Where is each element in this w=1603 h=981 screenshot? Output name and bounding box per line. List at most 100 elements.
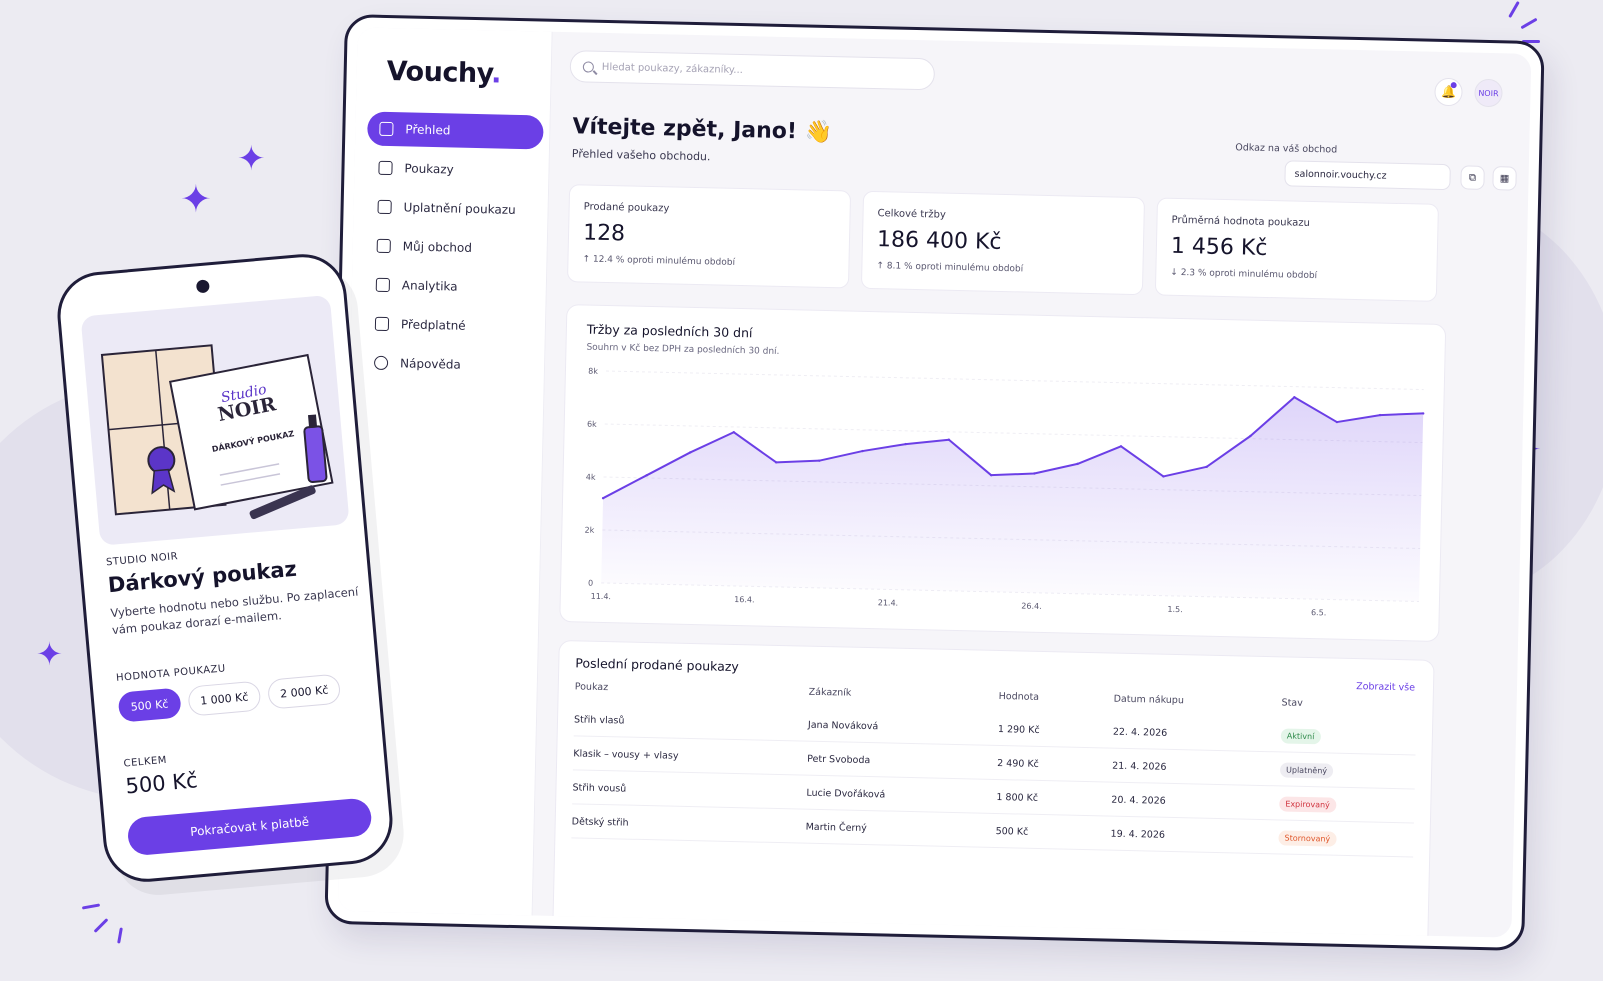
revenue-point	[1249, 434, 1252, 438]
date-cell: 19. 4. 2026	[1110, 828, 1166, 841]
brand-label: STUDIO NOIR	[105, 551, 179, 569]
qr-button[interactable]: ▦	[1492, 166, 1517, 191]
column-header: Stav	[1281, 697, 1303, 709]
voucher-name-cell: Střih vlasů	[573, 713, 625, 727]
date-cell: 22. 4. 2026	[1112, 726, 1168, 739]
y-tick-label: 0	[588, 579, 593, 588]
column-header: Datum nákupu	[1113, 693, 1185, 707]
y-tick-label: 8k	[588, 367, 598, 376]
status-badge: Expirovaný	[1279, 795, 1337, 813]
stat-card-average: Průměrná hodnota poukazu 1 456 Kč ↓ 2.3 …	[1154, 197, 1439, 302]
status-cell: Uplatněný	[1279, 761, 1415, 780]
sparkle-line-icon	[117, 927, 123, 944]
revenue-point	[1076, 462, 1079, 466]
page-subtitle: Přehled vašeho obchodu.	[571, 147, 711, 164]
stat-label: Prodané poukazy	[583, 201, 670, 215]
x-tick-label: 21.4.	[878, 598, 899, 607]
stat-change: ↓ 2.3 % oproti minulému období	[1170, 267, 1318, 282]
x-tick-label: 11.4.	[591, 592, 612, 601]
revenue-point	[645, 474, 648, 477]
voucher-name-cell: Klasik – vousy + vlasy	[573, 747, 679, 762]
grid-line	[605, 370, 1424, 391]
page-title: Vítejte zpět, Jano! 👋	[572, 114, 833, 146]
customer-cell: Petr Svoboda	[807, 753, 871, 766]
copy-button[interactable]: ⧉	[1460, 165, 1485, 190]
sidebar-item-label: Předplatné	[400, 317, 466, 333]
revenue-area	[601, 397, 1424, 602]
grid-icon	[379, 121, 394, 137]
revenue-point	[1422, 412, 1425, 415]
sidebar-nav: Přehled Poukazy Uplatnění poukazu Můj ob…	[362, 111, 544, 389]
table-title: Poslední prodané poukazy	[575, 655, 739, 675]
continue-to-payment-button[interactable]: Pokračovat k platbě	[126, 797, 373, 857]
value-option-500[interactable]: 500 Kč	[117, 687, 182, 723]
dashboard-screen: Vouchy. Přehled Poukazy Uplatnění poukaz…	[337, 27, 1532, 938]
voucher-name-cell: Dětský střih	[571, 815, 629, 829]
status-cell: Expirovaný	[1279, 795, 1414, 814]
sidebar-item-predplatne[interactable]: Předplatné	[363, 306, 540, 344]
sidebar-item-napoveda[interactable]: Nápověda	[362, 345, 539, 383]
revenue-point	[861, 449, 864, 453]
revenue-line	[602, 396, 1424, 500]
sparkle-icon: ✦	[36, 635, 63, 673]
sidebar-item-analytika[interactable]: Analytika	[363, 268, 540, 306]
status-cell: Stornovaný	[1278, 829, 1413, 848]
sidebar-item-poukazy[interactable]: Poukazy	[366, 151, 543, 189]
sparkle-line-icon	[1508, 0, 1520, 19]
sidebar-item-label: Můj obchod	[402, 239, 473, 255]
revenue-point	[1205, 465, 1208, 469]
column-header: Zákazník	[808, 686, 852, 699]
revenue-point	[732, 431, 735, 434]
sidebar-item-label: Přehled	[405, 122, 451, 138]
sidebar-item-prehled[interactable]: Přehled	[367, 111, 544, 150]
revenue-point	[1293, 396, 1296, 399]
shop-link-field[interactable]: salonnoir.vouchy.cz	[1284, 160, 1451, 191]
sidebar-item-muj-obchod[interactable]: Můj obchod	[364, 229, 541, 267]
search-input[interactable]: Hledat poukazy, zákazníky...	[569, 50, 936, 91]
sparkle-icon: ✦	[237, 139, 266, 179]
revenue-point	[904, 442, 907, 446]
stats-row: Prodané poukazy 128 ↑ 12.4 % oproti minu…	[566, 184, 1439, 302]
help-icon	[373, 355, 389, 371]
chart-subtitle: Souhrn v Kč bez DPH za posledních 30 dní…	[586, 342, 780, 357]
sidebar-item-label: Poukazy	[404, 161, 454, 177]
tablet-device: Vouchy. Přehled Poukazy Uplatnění poukaz…	[324, 14, 1545, 951]
revenue-point	[1033, 472, 1036, 475]
sidebar-item-label: Uplatnění poukazu	[403, 200, 516, 217]
stat-card-revenue: Celkové tržby 186 400 Kč ↑ 8.1 % oproti …	[860, 190, 1146, 296]
sidebar-item-label: Nápověda	[399, 356, 461, 372]
status-badge: Uplatněný	[1279, 761, 1334, 779]
see-all-link[interactable]: Zobrazit vše	[1356, 681, 1416, 694]
value-option-2000[interactable]: 2 000 Kč	[266, 673, 342, 710]
revenue-point	[774, 461, 778, 464]
x-tick-label: 1.5.	[1167, 605, 1182, 614]
status-badge: Stornovaný	[1278, 829, 1337, 847]
brand-logo[interactable]: Vouchy.	[386, 55, 502, 90]
qr-code-icon: ▦	[1499, 172, 1510, 184]
main-content: Hledat poukazy, zákazníky... 🔔 NOIR Víte…	[533, 32, 1532, 938]
check-square-icon	[377, 199, 392, 215]
grid-line	[604, 423, 1423, 444]
chart-icon	[375, 277, 391, 293]
notifications-button[interactable]: 🔔	[1434, 77, 1463, 107]
revenue-chart-card: Tržby za posledních 30 dní Souhrn v Kč b…	[559, 304, 1447, 642]
ticket-icon	[378, 160, 393, 176]
y-tick-label: 6k	[587, 420, 597, 429]
stat-label: Průměrná hodnota poukazu	[1171, 214, 1311, 229]
date-cell: 21. 4. 2026	[1112, 760, 1167, 773]
voucher-name-cell: Střih vousů	[572, 781, 627, 795]
voucher-illustration: Studio NOIR DÁRKOVÝ POUKAZ	[80, 294, 350, 546]
recent-vouchers-table: Poslední prodané poukazy Zobrazit vše Po…	[552, 640, 1435, 938]
stat-value: 186 400 Kč	[876, 227, 1002, 255]
store-icon	[376, 238, 391, 254]
total-label: CELKEM	[123, 754, 168, 770]
sparkle-line-icon	[1520, 17, 1538, 30]
avatar[interactable]: NOIR	[1474, 78, 1503, 108]
card-icon	[374, 316, 390, 332]
total-value: 500 Kč	[124, 768, 199, 799]
value-option-1000[interactable]: 1 000 Kč	[186, 680, 262, 717]
sidebar-item-uplatneni[interactable]: Uplatnění poukazu	[365, 190, 542, 228]
revenue-point	[947, 438, 951, 441]
x-tick-label: 16.4.	[734, 595, 755, 604]
revenue-point	[989, 473, 993, 477]
